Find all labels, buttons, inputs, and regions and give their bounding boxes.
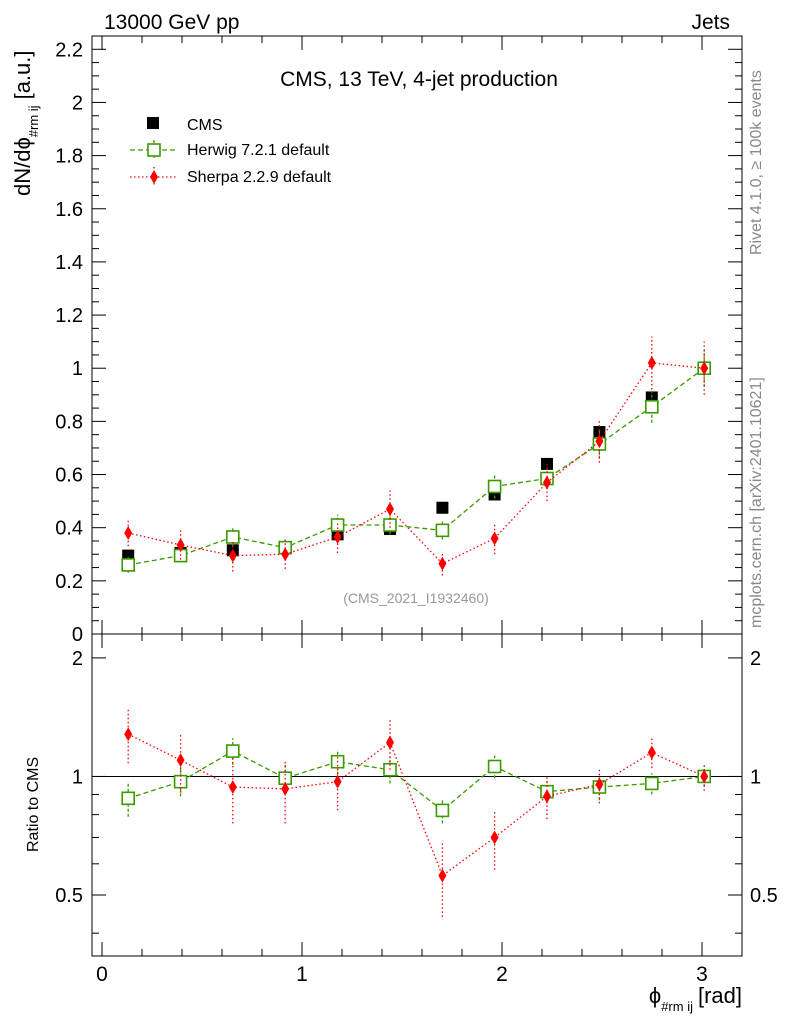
sherpa-ratio-point: [333, 774, 342, 789]
ratio-y-tick-label-right: 1: [750, 766, 761, 788]
sherpa-ratio-point: [176, 753, 185, 768]
sherpa-ratio-point: [543, 789, 551, 804]
x-tick-label: 3: [696, 963, 708, 986]
herwig-point: [330, 518, 345, 532]
y-tick-label: 0.4: [55, 518, 83, 540]
legend-cms-marker: [147, 117, 159, 129]
x-tick-label: 1: [296, 963, 308, 986]
cms-point: [436, 501, 449, 514]
herwig-point: [121, 558, 135, 572]
sherpa-point: [281, 547, 290, 562]
sherpa-point: [543, 475, 551, 490]
beam-energy-label: 13000 GeV pp: [104, 11, 239, 34]
y-axis-label: dN/dϕ#rm ij[a.u.]: [10, 51, 41, 197]
y-tick-label: 0.8: [55, 411, 83, 433]
y-tick-label: 0.2: [55, 571, 83, 593]
sherpa-point: [176, 537, 185, 552]
herwig-ratio-line: [128, 750, 705, 812]
x-tick-label: 0: [96, 963, 108, 986]
y-tick-label: 1.6: [55, 199, 83, 221]
herwig-point: [226, 530, 240, 544]
herwig-point: [383, 518, 397, 532]
rivet-version-label: Rivet 4.1.0, ≥ 100k events: [748, 70, 765, 255]
legend-herwig-label: Herwig 7.2.1 default: [187, 142, 330, 159]
mcplots-reference-label: mcplots.cern.ch [arXiv:2401.10621]: [748, 377, 765, 628]
sherpa-point: [438, 556, 447, 571]
analysis-tag: (CMS_2021_I1932460): [343, 590, 489, 606]
x-axis-label: ϕ#rm ij [rad]: [649, 983, 742, 1014]
sherpa-ratio-point: [595, 777, 604, 792]
y-tick-label: 0: [72, 624, 83, 646]
sherpa-point: [595, 434, 604, 449]
herwig-ratio-point: [644, 776, 659, 791]
sherpa-ratio-point: [647, 745, 656, 760]
ratio-y-tick-label: 2: [72, 648, 83, 670]
y-tick-label: 1.8: [55, 146, 83, 168]
sherpa-line: [128, 362, 705, 565]
sherpa-ratio-point: [124, 727, 133, 742]
process-label: Jets: [691, 11, 730, 34]
ratio-panel-frame: [91, 633, 743, 957]
ratio-y-tick-label-right: 0.5: [750, 885, 778, 907]
herwig-line: [128, 367, 705, 566]
sherpa-ratio-point: [281, 781, 290, 796]
sherpa-point: [333, 529, 342, 544]
chart-title: CMS, 13 TeV, 4-jet production: [280, 68, 558, 91]
ratio-y-tick-label: 1: [72, 766, 83, 788]
sherpa-point: [124, 526, 133, 541]
sherpa-point: [647, 355, 656, 370]
sherpa-ratio-point: [228, 780, 237, 795]
legend-cms-label: CMS: [187, 117, 223, 134]
sherpa-point: [386, 502, 394, 517]
y-tick-label: 2: [72, 92, 83, 114]
y-tick-label: 1: [72, 358, 83, 380]
sherpa-point: [700, 361, 709, 376]
sherpa-ratio-point: [438, 868, 447, 883]
sherpa-ratio-point: [386, 735, 394, 750]
legend-sherpa-marker: [150, 170, 158, 184]
herwig-ratio-point: [173, 774, 188, 789]
sherpa-ratio-line: [127, 733, 705, 877]
sherpa-ratio-point: [490, 830, 499, 845]
x-tick-label: 2: [496, 963, 508, 986]
y-tick-label: 0.6: [55, 465, 83, 487]
herwig-point: [435, 523, 450, 538]
legend: CMS Herwig 7.2.1 default Sherpa 2.2.9 de…: [130, 117, 332, 187]
ratio-y-tick-label: 0.5: [55, 885, 83, 907]
herwig-ratio-point: [487, 759, 502, 774]
y-tick-label: 2.2: [55, 39, 83, 61]
herwig-ratio-point: [121, 791, 135, 806]
herwig-ratio-point: [226, 744, 240, 758]
legend-herwig-marker: [147, 143, 161, 157]
sherpa-ratio-point: [700, 769, 709, 784]
herwig-point: [644, 399, 659, 414]
sherpa-point: [490, 531, 499, 546]
y-tick-label: 1.2: [55, 305, 83, 327]
herwig-point: [487, 479, 502, 494]
legend-sherpa-label: Sherpa 2.2.9 default: [187, 169, 332, 186]
ratio-y-tick-label-right: 2: [750, 648, 761, 670]
sherpa-point: [228, 548, 237, 563]
ratio-y-axis-label: Ratio to CMS: [25, 757, 42, 852]
y-tick-label: 1.4: [55, 252, 83, 274]
herwig-ratio-point: [435, 803, 450, 818]
